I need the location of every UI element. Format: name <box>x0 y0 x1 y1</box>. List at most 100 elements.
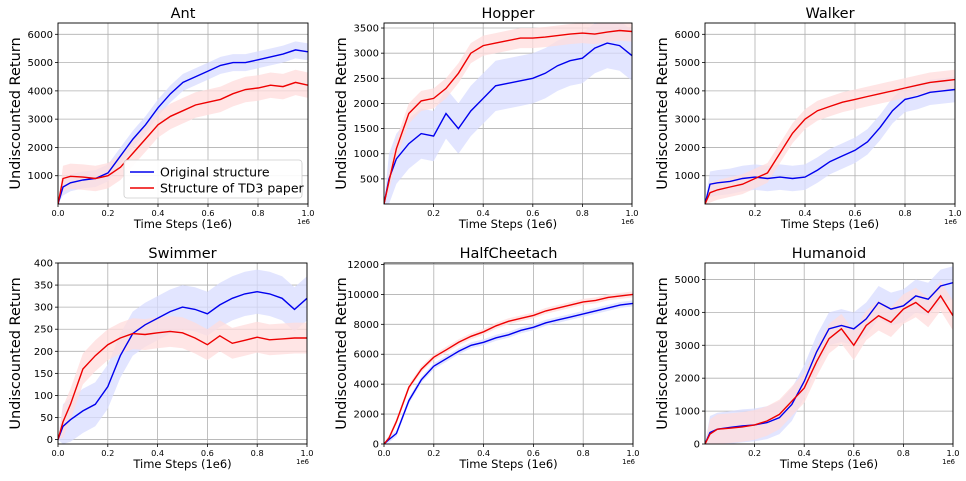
series-line-original <box>384 42 632 204</box>
series-band-td3 <box>384 291 633 444</box>
series-line-original <box>58 49 308 204</box>
series-band-td3 <box>58 69 308 204</box>
series-line-td3 <box>705 294 953 444</box>
x-tick-label: 0.2 <box>427 208 440 218</box>
y-axis-label: Undiscounted Return <box>334 277 350 429</box>
axes-frame <box>383 262 634 445</box>
y-tick-label: 1000 <box>675 407 700 418</box>
axes-frame <box>704 22 956 205</box>
chart-panel-swimmer: 0.0 0.2 0.4 0.6 0.8 1.0 0 50 100 150 200 250 300 350 4… <box>8 246 314 471</box>
y-axis-label: Undiscounted Return <box>8 37 24 189</box>
y-tick-label: 250 <box>34 325 53 336</box>
x-axis-label: Time Steps (1e6) <box>133 217 232 231</box>
x-tick-label: 0.2 <box>748 208 761 218</box>
x-tick-label: 1.0 <box>626 448 639 458</box>
x-axis-label: Time Steps (1e6) <box>779 457 878 471</box>
y-tick-label: 1000 <box>28 171 53 182</box>
x-tick-label: 0.6 <box>201 448 214 458</box>
y-tick-label: 2000 <box>675 143 700 154</box>
x-tick-label: 0.6 <box>526 208 539 218</box>
x-tick-label: 0.6 <box>527 448 540 458</box>
y-tick-label: 3000 <box>28 115 53 126</box>
x-tick-label: 0.0 <box>51 448 64 458</box>
series-line-td3 <box>58 81 308 204</box>
chart-title: Swimmer <box>148 246 216 262</box>
y-tick-label: 0 <box>373 440 379 451</box>
x-tick-label: 0.0 <box>377 448 390 458</box>
y-axis-label: Undiscounted Return <box>334 37 350 189</box>
x-tick-label: 0.2 <box>427 448 440 458</box>
series-line-td3 <box>58 330 307 440</box>
chart-panel-ant: 0.0 0.2 0.4 0.6 0.8 1.0 1000 2000 3000 4000 5000 60… <box>8 6 315 231</box>
y-tick-label: 2000 <box>354 99 379 110</box>
y-tick-label: 6000 <box>28 30 53 41</box>
x-tick-label: 0.8 <box>897 448 910 458</box>
x-tick-label: 0.4 <box>477 448 490 458</box>
x-axis-label: Time Steps (1e6) <box>458 457 557 471</box>
x-tick-label: 1.0 <box>948 208 961 218</box>
x-tick-label: 1.0 <box>946 448 959 458</box>
x-offset-label: 1e6 <box>942 458 955 466</box>
x-tick-label: 0.4 <box>151 208 164 218</box>
series-band-original <box>384 23 632 204</box>
x-tick-label: 1.0 <box>625 208 638 218</box>
x-tick-label: 0.2 <box>101 208 114 218</box>
y-tick-label: 6000 <box>354 350 379 361</box>
x-tick-label: 1.0 <box>301 208 314 218</box>
y-tick-label: 1500 <box>354 124 379 135</box>
y-tick-label: 3000 <box>354 49 379 60</box>
y-axis-label: Undiscounted Return <box>655 277 671 429</box>
x-tick-label: 0.6 <box>848 208 861 218</box>
y-tick-label: 100 <box>34 391 53 402</box>
x-tick-label: 0.4 <box>798 448 811 458</box>
x-axis-label: Time Steps (1e6) <box>132 457 231 471</box>
x-offset-label: 1e6 <box>622 458 635 466</box>
x-tick-label: 0.8 <box>251 448 264 458</box>
x-tick-label: 0.6 <box>201 208 214 218</box>
chart-panel-walker: 0.2 0.4 0.6 0.8 1.0 1000 2000 3000 4000 5000 6000 1… <box>655 6 962 231</box>
x-offset-label: 1e6 <box>296 458 309 466</box>
series-line-original <box>705 282 953 444</box>
chart-title: Humanoid <box>792 246 866 262</box>
x-offset-label: 1e6 <box>944 218 957 226</box>
series-band-original <box>58 269 307 444</box>
series-line-original <box>384 302 633 444</box>
y-tick-label: 3500 <box>354 24 379 35</box>
legend-label: Original structure <box>160 165 270 180</box>
y-tick-label: 500 <box>360 174 379 185</box>
y-tick-label: 1000 <box>354 149 379 160</box>
series-line-td3 <box>705 78 955 204</box>
y-tick-label: 2000 <box>354 410 379 421</box>
x-tick-label: 0.8 <box>251 208 264 218</box>
series-line-original <box>705 88 955 204</box>
x-tick-label: 0.8 <box>576 208 589 218</box>
x-tick-label: 0.4 <box>477 208 490 218</box>
axes-frame <box>57 22 309 205</box>
y-tick-label: 150 <box>34 369 53 380</box>
legend-label: Structure of TD3 paper <box>160 181 305 196</box>
chart-title: HalfCheetach <box>460 246 558 262</box>
y-tick-label: 5000 <box>675 58 700 69</box>
x-offset-label: 1e6 <box>621 218 634 226</box>
y-tick-label: 4000 <box>675 308 700 319</box>
y-axis-label: Undiscounted Return <box>655 37 671 189</box>
chart-panel-halfcheetach: 0.0 0.2 0.4 0.6 0.8 1.0 0 2000 4000 6000 8000 10000… <box>334 246 640 471</box>
x-tick-label: 0.8 <box>577 448 590 458</box>
x-offset-label: 1e6 <box>297 218 310 226</box>
chart-panel-humanoid: 0.2 0.4 0.6 0.8 1.0 0 1000 2000 3000 4000 5000 1e6 H… <box>655 246 960 471</box>
x-axis-label: Time Steps (1e6) <box>780 217 879 231</box>
axes-frame <box>704 262 954 445</box>
y-tick-label: 4000 <box>675 86 700 97</box>
y-tick-label: 10000 <box>347 290 379 301</box>
series-line-td3 <box>384 29 632 204</box>
series-band-td3 <box>58 316 307 440</box>
y-tick-label: 2500 <box>354 74 379 85</box>
x-tick-label: 0.8 <box>898 208 911 218</box>
axes-frame <box>57 262 308 445</box>
series-band-td3 <box>705 69 955 204</box>
y-tick-label: 3000 <box>675 341 700 352</box>
y-tick-label: 350 <box>34 281 53 292</box>
y-tick-label: 8000 <box>354 320 379 331</box>
